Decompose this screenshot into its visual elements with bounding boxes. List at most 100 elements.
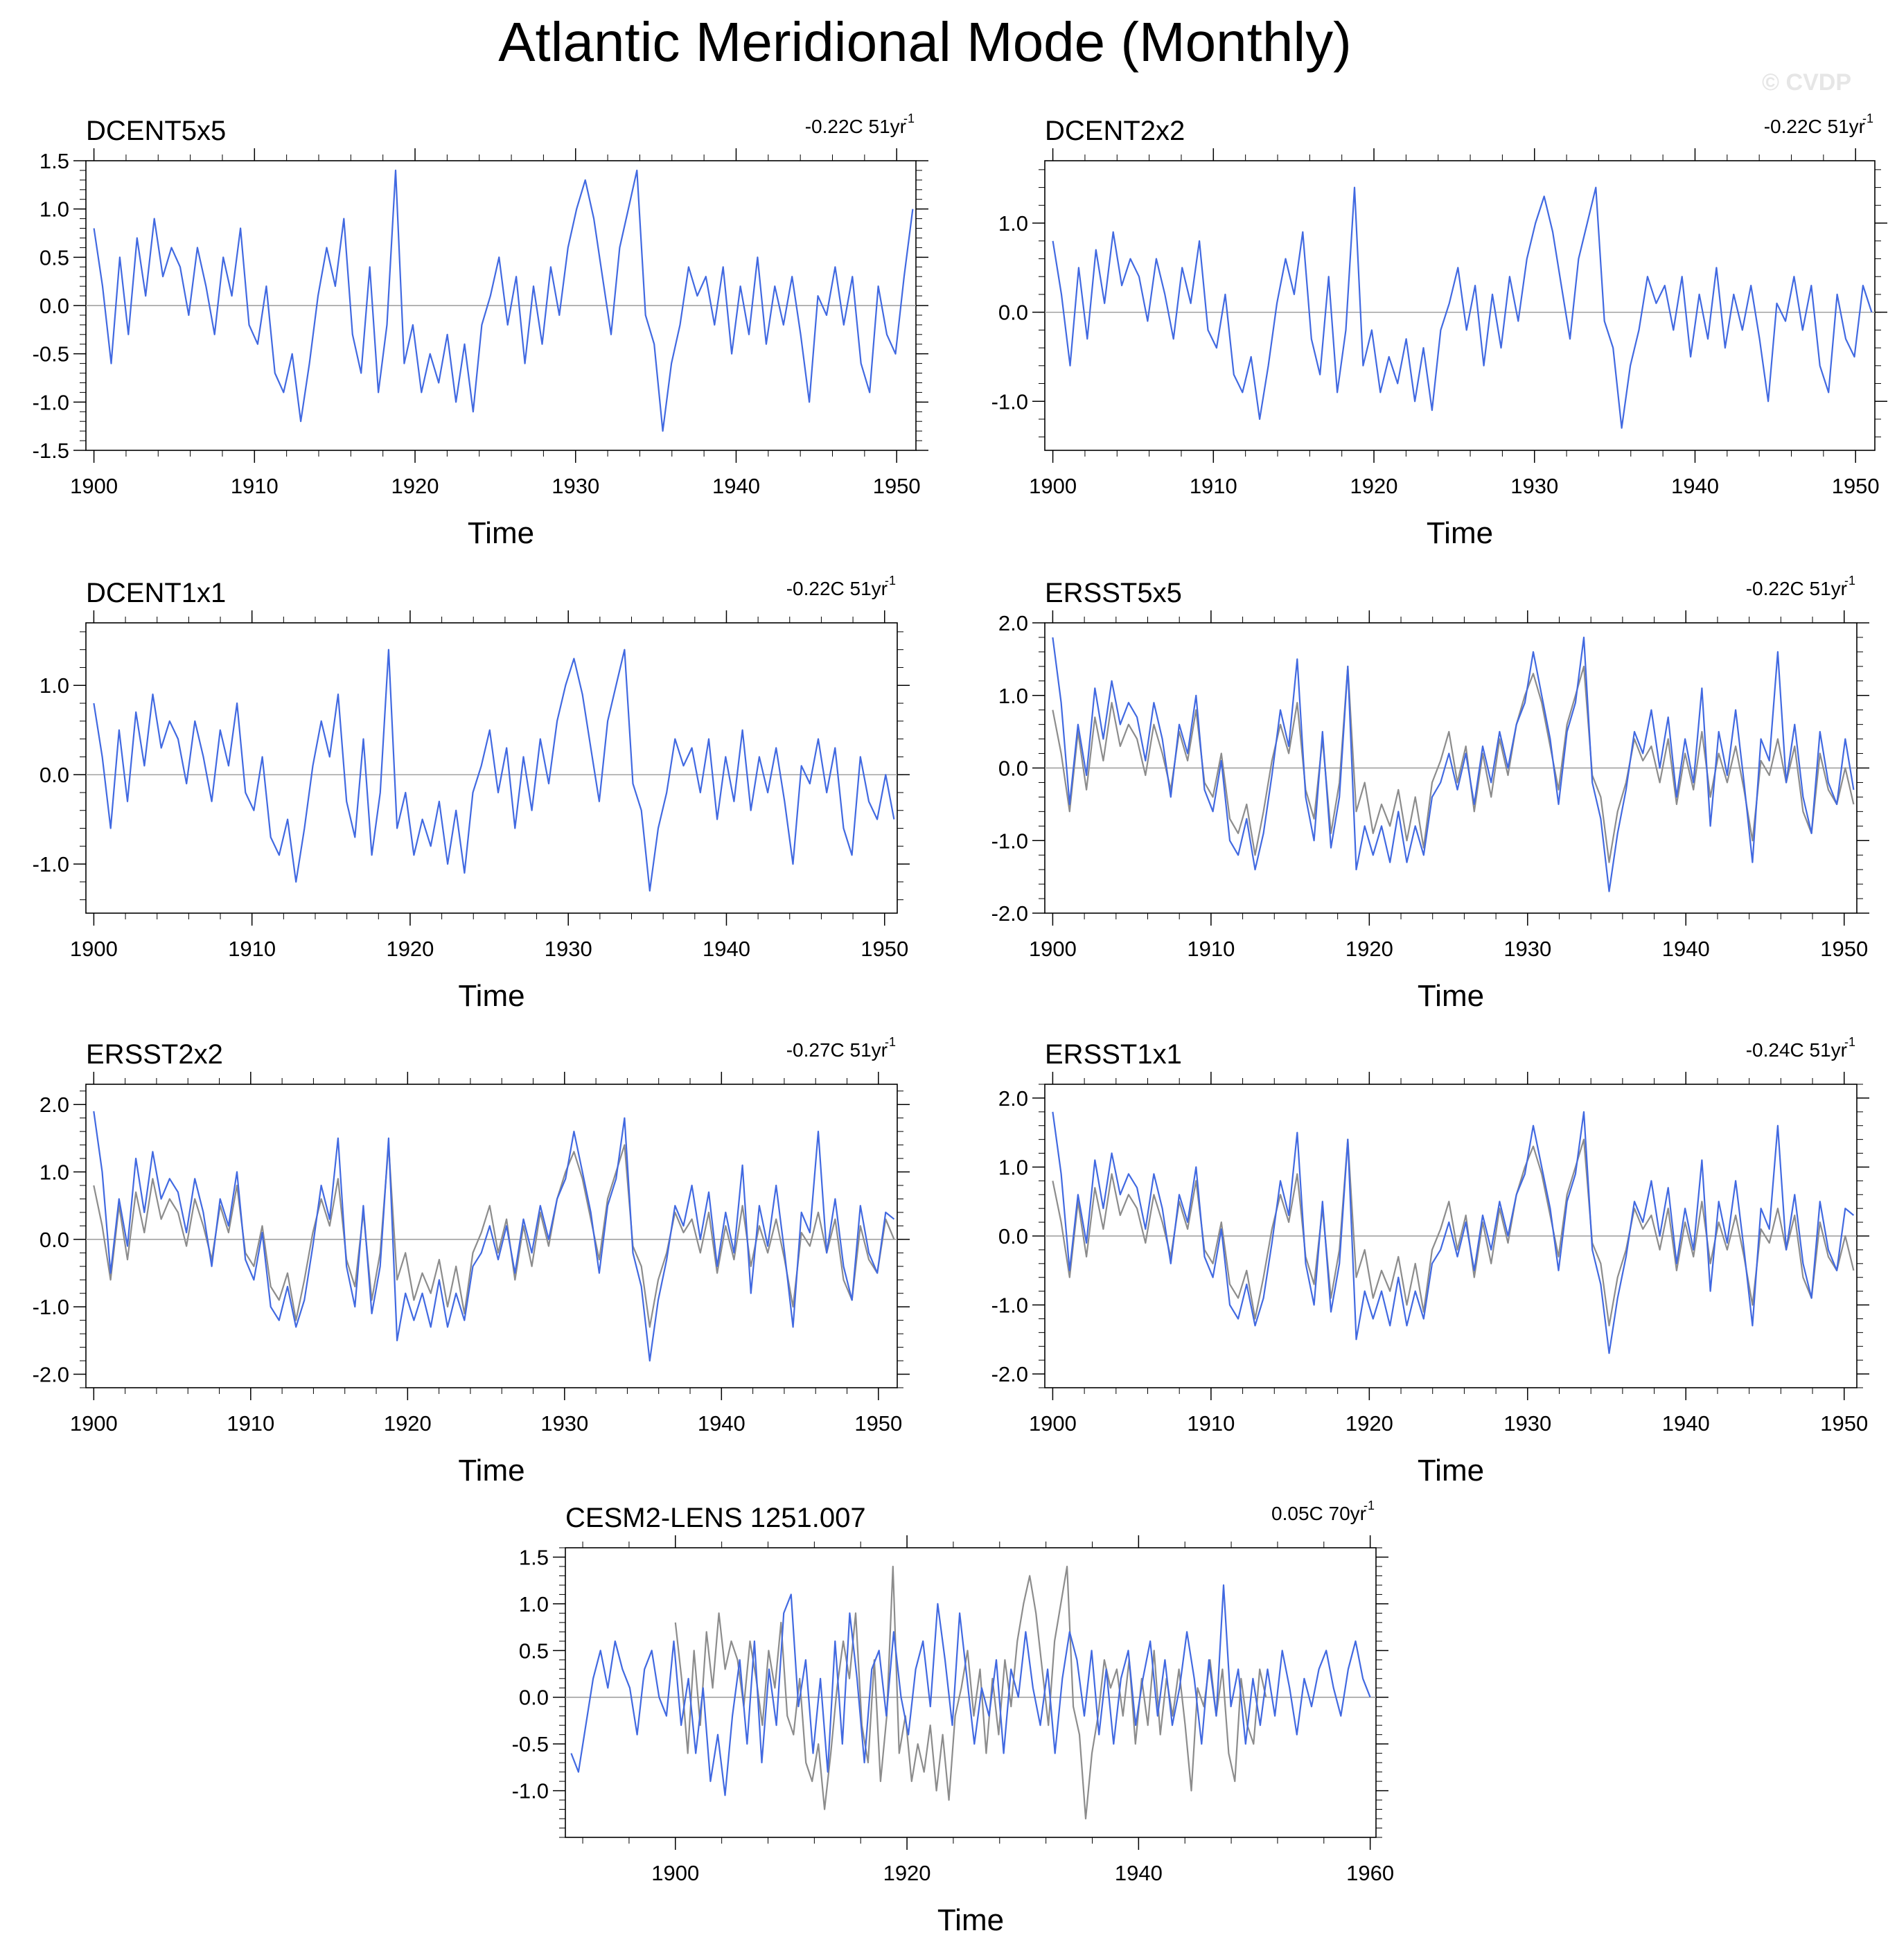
- y-tick-label: -1.0: [991, 389, 1028, 414]
- x-tick-label: 1940: [1671, 474, 1719, 498]
- series-line-reference: [1052, 1138, 1855, 1327]
- y-tick-label: 0.0: [998, 301, 1028, 325]
- x-tick-label: 1910: [1187, 937, 1235, 961]
- chart-panel-1: DCENT5x5 -0.22C 51yr-1 -1.5 -1.0 -0.5 0.0 0.5 1…: [33, 112, 928, 550]
- panel-title: DCENT1x1: [86, 578, 226, 608]
- x-tick-label: 1920: [386, 937, 434, 961]
- trend-label: -0.22C 51yr: [1764, 116, 1865, 137]
- x-tick-label: 1900: [1029, 474, 1077, 498]
- x-tick-label: 1910: [231, 474, 279, 498]
- y-tick-label: 0.0: [998, 1224, 1028, 1248]
- x-tick-label: 1900: [70, 937, 118, 961]
- x-tick-label: 1920: [384, 1411, 432, 1436]
- chart-panel-3: DCENT1x1 -0.22C 51yr-1 -1.0 0.0 1.0 1900 1910 1…: [33, 574, 910, 1013]
- y-tick-label: 0.5: [519, 1639, 549, 1663]
- panel-title: ERSST2x2: [86, 1039, 223, 1070]
- x-tick-label: 1930: [552, 474, 599, 498]
- y-tick-label: 0.0: [998, 757, 1028, 781]
- x-tick-label: 1950: [873, 474, 921, 498]
- y-tick-label: 0.0: [39, 294, 69, 318]
- series-line-primary: [93, 1111, 895, 1362]
- x-tick-label: 1950: [1820, 937, 1868, 961]
- x-tick-label: 1960: [1346, 1861, 1394, 1885]
- trend-exponent: -1: [903, 112, 915, 125]
- series-line-primary: [1052, 186, 1873, 429]
- trend-exponent: -1: [1844, 574, 1855, 588]
- y-tick-label: 1.0: [998, 684, 1028, 708]
- y-tick-label: -0.5: [33, 342, 69, 367]
- x-tick-label: 1940: [698, 1411, 746, 1436]
- x-tick-label: 1950: [1820, 1411, 1868, 1436]
- y-tick-label: -1.0: [991, 1294, 1028, 1318]
- chart-panel-5: ERSST2x2 -0.27C 51yr-1 -2.0 -1.0 0.0 1.0 2.0 19…: [33, 1035, 910, 1487]
- x-tick-label: 1930: [1503, 937, 1551, 961]
- x-tick-label: 1930: [1503, 1411, 1551, 1436]
- x-tick-label: 1950: [1832, 474, 1880, 498]
- series-line-reference: [1052, 665, 1855, 863]
- trend-exponent: -1: [1862, 112, 1873, 125]
- y-tick-label: -0.5: [512, 1732, 549, 1756]
- x-tick-label: 1920: [1350, 474, 1398, 498]
- y-tick-label: 2.0: [998, 611, 1028, 635]
- y-tick-label: 1.5: [519, 1545, 549, 1569]
- x-axis-title: Time: [1418, 979, 1484, 1013]
- chart-panel-6: ERSST1x1 -0.24C 51yr-1 -2.0 -1.0 0.0 1.0 2.0 19…: [991, 1035, 1869, 1487]
- trend-label: -0.24C 51yr: [1746, 1039, 1847, 1061]
- x-tick-label: 1900: [1029, 1411, 1077, 1436]
- y-tick-label: 1.5: [39, 149, 69, 173]
- x-tick-label: 1910: [227, 1411, 274, 1436]
- trend-label: -0.22C 51yr: [805, 116, 906, 137]
- x-tick-label: 1900: [70, 474, 118, 498]
- plot-frame: [85, 622, 898, 914]
- series-line-primary: [570, 1584, 1371, 1796]
- y-tick-label: 1.0: [39, 673, 69, 698]
- x-axis-title: Time: [1418, 1454, 1484, 1487]
- y-tick-label: 1.0: [39, 1160, 69, 1185]
- x-axis-title: Time: [1427, 516, 1493, 550]
- x-axis-title: Time: [458, 1454, 524, 1487]
- y-tick-label: 0.5: [39, 245, 69, 270]
- y-tick-label: 1.0: [998, 211, 1028, 236]
- x-tick-label: 1910: [1190, 474, 1237, 498]
- trend-exponent: -1: [1364, 1499, 1375, 1512]
- x-tick-label: 1940: [703, 937, 750, 961]
- y-tick-label: -2.0: [991, 1362, 1028, 1386]
- x-tick-label: 1920: [391, 474, 439, 498]
- x-axis-title: Time: [468, 516, 534, 550]
- x-tick-label: 1910: [1187, 1411, 1235, 1436]
- y-tick-label: 2.0: [998, 1086, 1028, 1111]
- y-tick-label: 1.0: [39, 197, 69, 222]
- trend-exponent: -1: [885, 1035, 896, 1049]
- chart-panel-4: ERSST5x5 -0.22C 51yr-1 -2.0 -1.0 0.0 1.0 2.0 19…: [991, 574, 1869, 1013]
- plot-frame: [1044, 160, 1876, 451]
- trend-label: 0.05C 70yr: [1271, 1503, 1366, 1524]
- trend-label: -0.22C 51yr: [786, 578, 888, 599]
- x-tick-label: 1940: [1662, 937, 1710, 961]
- x-tick-label: 1900: [70, 1411, 118, 1436]
- x-tick-label: 1940: [1115, 1861, 1163, 1885]
- x-tick-label: 1950: [854, 1411, 902, 1436]
- y-tick-label: 1.0: [998, 1155, 1028, 1179]
- series-line-reference: [93, 1144, 895, 1328]
- trend-label: -0.22C 51yr: [1746, 578, 1847, 599]
- x-tick-label: 1940: [712, 474, 760, 498]
- panel-title: DCENT2x2: [1045, 116, 1185, 146]
- x-tick-label: 1930: [1510, 474, 1558, 498]
- x-tick-label: 1950: [861, 937, 908, 961]
- y-tick-label: -1.0: [512, 1779, 549, 1803]
- x-tick-label: 1920: [1346, 937, 1393, 961]
- y-tick-label: 1.0: [519, 1592, 549, 1616]
- x-tick-label: 1930: [545, 937, 592, 961]
- plot-frame: [85, 1084, 898, 1388]
- x-tick-label: 1900: [1029, 937, 1077, 961]
- y-tick-label: 0.0: [519, 1686, 549, 1710]
- y-tick-label: -1.0: [991, 829, 1028, 853]
- panel-title: ERSST5x5: [1045, 578, 1182, 608]
- x-tick-label: 1930: [540, 1411, 588, 1436]
- y-tick-label: -2.0: [33, 1363, 69, 1387]
- y-tick-label: -1.0: [33, 852, 69, 876]
- chart-panel-7: CESM2-LENS 1251.007 0.05C 70yr-1 -1.0 -0.5 0…: [512, 1499, 1395, 1937]
- x-axis-title: Time: [458, 979, 524, 1013]
